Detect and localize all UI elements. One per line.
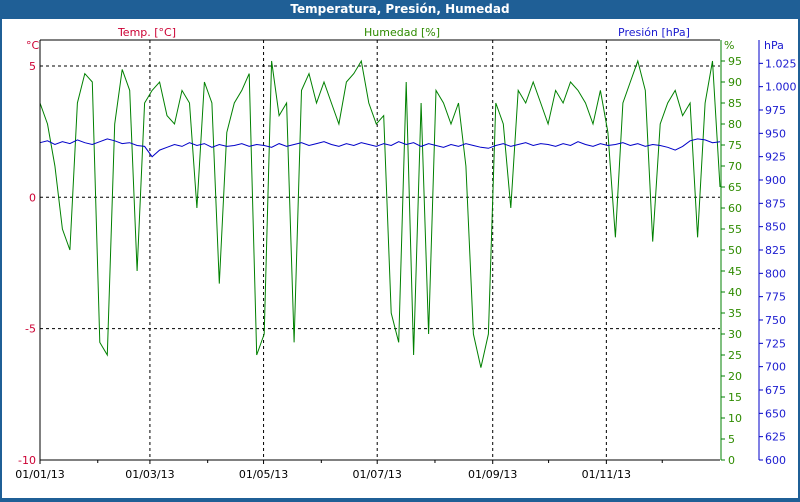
legend-temp: Temp. [°C]	[117, 26, 176, 39]
hum-tick-label: 95	[728, 55, 742, 68]
pres-tick-label: 675	[765, 384, 786, 397]
hum-tick-label: 70	[728, 160, 742, 173]
pres-tick-label: 925	[765, 151, 786, 164]
pres-unit-label: hPa	[764, 39, 784, 52]
pres-tick-label: 650	[765, 407, 786, 420]
plot-panel: -10-50510152025303540455055606501/01/130…	[2, 19, 798, 498]
chart-svg: -10-50510152025303540455055606501/01/130…	[15, 26, 797, 481]
hum-tick-label: 65	[728, 181, 742, 194]
hum-tick-label: 75	[728, 139, 742, 152]
grid	[40, 40, 720, 460]
hum-tick-label: 45	[728, 265, 742, 278]
hum-tick-label: 30	[728, 328, 742, 341]
pres-tick-label: 825	[765, 244, 786, 257]
pres-tick-label: 700	[765, 361, 786, 374]
hum-tick-label: 85	[728, 97, 742, 110]
legend-pres: Presión [hPa]	[618, 26, 690, 39]
pres-tick-label: 900	[765, 174, 786, 187]
pres-tick-label: 600	[765, 454, 786, 467]
temp-tick-label: 5	[29, 60, 36, 73]
pres-tick-label: 800	[765, 267, 786, 280]
hum-tick-label: 50	[728, 244, 742, 257]
hum-tick-label: 0	[728, 454, 735, 467]
pres-tick-label: 775	[765, 291, 786, 304]
legend-hum: Humedad [%]	[364, 26, 440, 39]
x-tick-label: 01/05/13	[239, 468, 288, 481]
temp-tick-label: 0	[29, 191, 36, 204]
hum-unit-label: %	[724, 39, 734, 52]
pres-tick-label: 950	[765, 127, 786, 140]
pres-tick-label: 1.025	[765, 57, 797, 70]
x-tick-label: 01/03/13	[125, 468, 174, 481]
x-tick-label: 01/01/13	[15, 468, 64, 481]
temp-tick-label: -5	[25, 323, 36, 336]
x-tick-label: 01/11/13	[582, 468, 631, 481]
hum-tick-label: 80	[728, 118, 742, 131]
pres-tick-label: 850	[765, 221, 786, 234]
pres-tick-label: 875	[765, 197, 786, 210]
window-title: Temperatura, Presión, Humedad	[0, 0, 800, 19]
axes: -10-50510152025303540455055606501/01/130…	[15, 39, 797, 481]
series-hum-line	[39, 59, 721, 368]
pres-tick-label: 1.000	[765, 81, 797, 94]
hum-tick-label: 10	[728, 412, 742, 425]
hum-tick-label: 20	[728, 370, 742, 383]
pres-tick-label: 725	[765, 337, 786, 350]
x-tick-label: 01/09/13	[468, 468, 517, 481]
hum-tick-label: 90	[728, 76, 742, 89]
hum-tick-label: 55	[728, 223, 742, 236]
pres-tick-label: 625	[765, 431, 786, 444]
temp-tick-label: -10	[18, 454, 36, 467]
pres-tick-label: 750	[765, 314, 786, 327]
hum-tick-label: 5	[728, 433, 735, 446]
series-lines	[39, 59, 721, 368]
hum-tick-label: 25	[728, 349, 742, 362]
x-tick-label: 01/07/13	[353, 468, 402, 481]
hum-tick-label: 35	[728, 307, 742, 320]
series-pres-line	[39, 138, 721, 158]
hum-tick-label: 60	[728, 202, 742, 215]
pres-tick-label: 975	[765, 104, 786, 117]
temp-unit-label: °C	[26, 39, 40, 52]
hum-tick-label: 15	[728, 391, 742, 404]
hum-tick-label: 40	[728, 286, 742, 299]
